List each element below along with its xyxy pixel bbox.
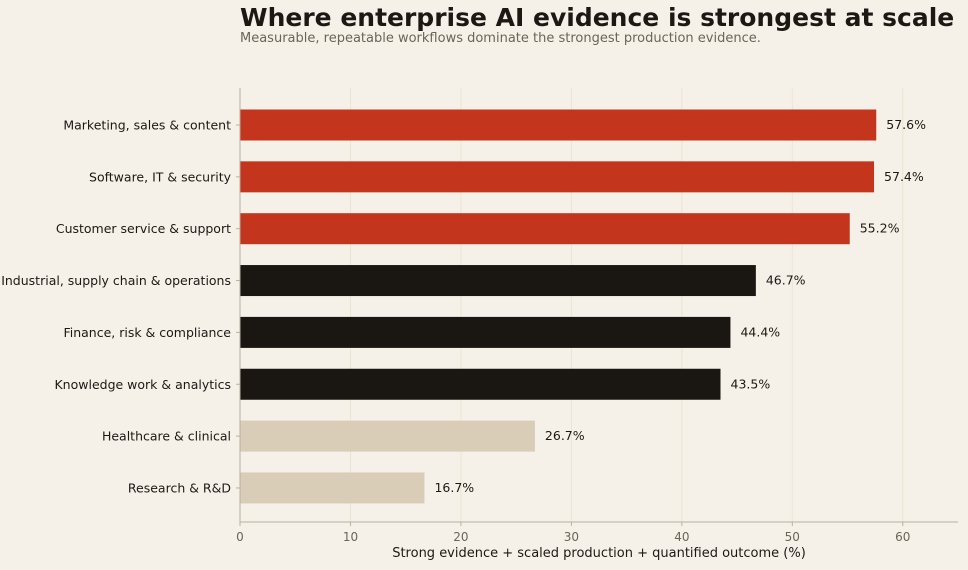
x-tick-label: 40 <box>674 530 689 544</box>
chart-title: Where enterprise AI evidence is stronges… <box>240 3 955 32</box>
category-label: Knowledge work & analytics <box>54 377 231 392</box>
grid-lines <box>239 88 904 522</box>
value-label: 46.7% <box>766 273 806 288</box>
bar <box>240 472 425 504</box>
bar <box>240 161 875 193</box>
bar <box>240 368 721 400</box>
x-tick-label: 0 <box>236 530 244 544</box>
category-label: Customer service & support <box>56 221 231 236</box>
bar <box>240 316 731 348</box>
x-tick-label: 10 <box>343 530 358 544</box>
category-label: Finance, risk & compliance <box>63 325 231 340</box>
bar <box>240 420 535 452</box>
chart-subtitle: Measurable, repeatable workflows dominat… <box>240 31 761 46</box>
x-tick-label: 60 <box>895 530 910 544</box>
bar <box>240 213 850 245</box>
x-tick-label: 50 <box>785 530 800 544</box>
value-label: 43.5% <box>731 376 771 391</box>
category-label: Healthcare & clinical <box>102 429 231 444</box>
value-label: 57.4% <box>884 169 924 184</box>
bar <box>240 265 756 297</box>
category-label: Research & R&D <box>128 480 231 495</box>
category-label: Industrial, supply chain & operations <box>1 273 231 288</box>
x-axis-title: Strong evidence + scaled production + qu… <box>392 546 806 561</box>
category-label: Marketing, sales & content <box>63 118 231 133</box>
value-label: 55.2% <box>860 221 900 236</box>
value-label: 57.6% <box>886 117 926 132</box>
category-label: Software, IT & security <box>89 169 232 184</box>
value-label: 44.4% <box>740 324 780 339</box>
value-label: 16.7% <box>434 480 474 495</box>
x-tick-label: 30 <box>564 530 579 544</box>
x-axis: 0 10 20 30 40 50 60 <box>236 88 958 544</box>
x-tick-label: 20 <box>453 530 468 544</box>
bars: Marketing, sales & content 57.6% Software,… <box>1 109 926 504</box>
value-label: 26.7% <box>545 428 585 443</box>
bar <box>240 109 877 141</box>
